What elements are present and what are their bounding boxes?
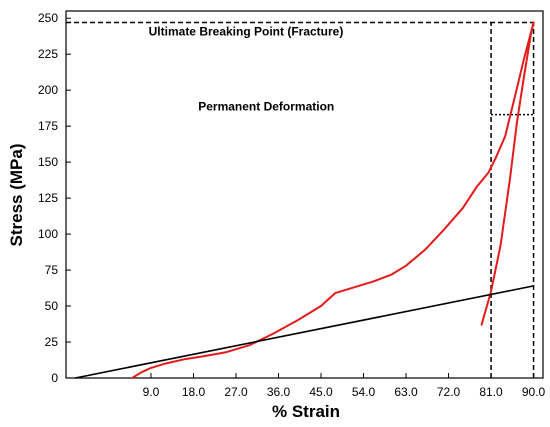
y-tick-label: 250 [38, 11, 58, 25]
y-tick-label: 75 [45, 263, 59, 277]
y-tick-label: 200 [38, 83, 58, 97]
x-axis-title: % Strain [272, 402, 340, 421]
annotation-label: Permanent Deformation [198, 99, 334, 113]
y-tick-label: 125 [38, 191, 58, 205]
x-tick-label: 27.0 [224, 385, 248, 399]
x-tick-label: 90.0 [522, 385, 546, 399]
x-tick-label: 72.0 [437, 385, 461, 399]
x-tick-label: 54.0 [352, 385, 376, 399]
linear-reference-line [74, 285, 535, 379]
stress-strain-curve [131, 21, 535, 379]
y-tick-label: 0 [51, 371, 58, 385]
y-tick-label: 150 [38, 155, 58, 169]
y-tick-label: 25 [45, 335, 59, 349]
plot-frame [65, 10, 544, 379]
series-group [74, 21, 535, 379]
reference-lines [66, 21, 535, 378]
x-tick-label: 36.0 [267, 385, 291, 399]
y-tick-label: 50 [45, 299, 59, 313]
y-tick-label: 175 [38, 119, 58, 133]
x-tick-label: 63.0 [394, 385, 418, 399]
stress-strain-curve [480, 21, 535, 326]
y-tick-label: 100 [38, 227, 58, 241]
x-tick-label: 45.0 [309, 385, 333, 399]
x-tick-label: 18.0 [182, 385, 206, 399]
annotation-label: Ultimate Breaking Point (Fracture) [149, 24, 344, 38]
y-axis-title: Stress (MPa) [7, 144, 26, 247]
x-axis-ticks: 9.0 18.0 27.0 36.0 45.0 54.0 63.0 72.0 81.0 90.0 [143, 373, 546, 399]
y-axis-ticks: 0 25 50 75 100 125 150 175 200 225 250 [38, 11, 71, 385]
annotations: Ultimate Breaking Point (Fracture) Perman… [149, 24, 344, 113]
y-tick-label: 225 [38, 47, 58, 61]
x-tick-label: 81.0 [479, 385, 503, 399]
x-tick-label: 9.0 [143, 385, 160, 399]
